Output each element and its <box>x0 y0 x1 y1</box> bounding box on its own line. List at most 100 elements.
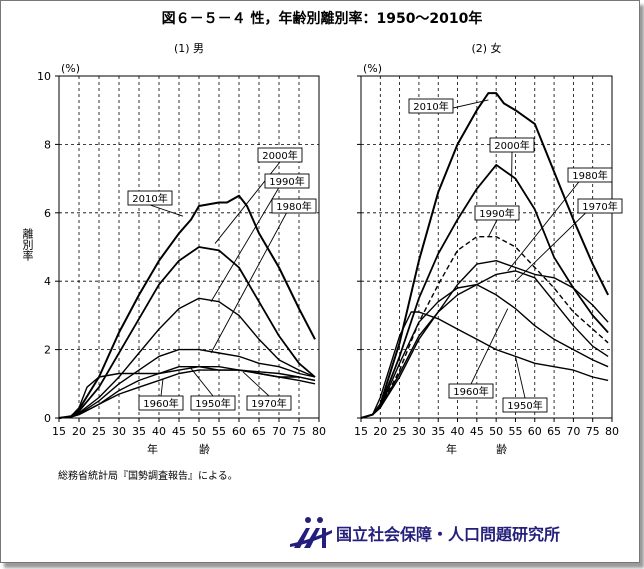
leader-line <box>242 371 270 397</box>
x-tick-label: 70 <box>566 425 580 438</box>
series-line-male-2010年 <box>58 194 316 419</box>
leader-line <box>190 368 214 397</box>
y-tick-label: 2 <box>44 344 51 357</box>
x-tick-label: 20 <box>373 425 387 438</box>
x-tick-label: 35 <box>431 425 445 438</box>
leader-line <box>488 219 498 237</box>
plot-frame <box>58 75 320 419</box>
series-line-male-2000年 <box>58 246 316 419</box>
x-axis-label-female-1: 年 <box>446 442 457 456</box>
x-axis-label-female-2: 齢 <box>496 442 507 456</box>
series-label-female-1950年: 1950年 <box>507 399 542 412</box>
plot-frame <box>360 75 613 419</box>
series-label-box <box>127 190 173 206</box>
leader-line <box>210 198 295 354</box>
organization-name: 国立社会保障・人口問題研究所 <box>336 525 561 544</box>
leader-line <box>210 173 288 302</box>
x-tick-label: 30 <box>112 425 126 438</box>
x-tick-label: 15 <box>354 425 368 438</box>
x-tick-label: 75 <box>586 425 600 438</box>
x-axis-label-male-1: 年 <box>147 442 158 456</box>
x-axis-label-male-2: 齢 <box>199 442 210 456</box>
series-label-male-1950年: 1950年 <box>195 397 230 410</box>
series-label-female-1980年: 1980年 <box>572 169 607 182</box>
x-tick-label: 80 <box>312 425 326 438</box>
series-label-male-1970年: 1970年 <box>251 397 286 410</box>
source-note: 総務省統計局『国勢調査報告』による。 <box>58 471 238 482</box>
panel-label-male: (1) 男 <box>174 42 204 55</box>
y-tick-label: 6 <box>44 207 51 220</box>
x-tick-label: 70 <box>272 425 286 438</box>
y-tick-label: 10 <box>37 70 51 83</box>
series-label-female-1990年: 1990年 <box>479 207 514 220</box>
series-label-box <box>257 147 303 163</box>
x-tick-label: 55 <box>212 425 226 438</box>
series-line-female-2000年 <box>360 163 609 419</box>
x-tick-label: 65 <box>547 425 561 438</box>
series-label-male-2000年: 2000年 <box>262 149 297 162</box>
series-label-box <box>408 98 454 114</box>
y-tick-label: 4 <box>44 275 51 288</box>
series-label-box <box>448 383 494 399</box>
series-label-box <box>264 173 310 189</box>
x-tick-label: 45 <box>470 425 484 438</box>
x-tick-label: 65 <box>252 425 266 438</box>
series-label-male-1980年: 1980年 <box>276 200 311 213</box>
series-line-male-1980年 <box>58 348 316 419</box>
leader-line <box>160 378 164 397</box>
x-tick-label: 60 <box>232 425 246 438</box>
series-line-female-2010年 <box>360 92 609 419</box>
series-line-male-1950年 <box>58 366 316 419</box>
x-tick-label: 25 <box>92 425 106 438</box>
series-label-box <box>502 397 548 413</box>
series-label-box <box>489 137 535 153</box>
panel-label-female: (2) 女 <box>471 41 501 55</box>
series-line-male-1960年 <box>58 369 316 419</box>
series-label-box <box>246 395 292 411</box>
series-label-female-1960年: 1960年 <box>453 385 488 398</box>
leader-line <box>515 356 526 399</box>
series-label-female-1970年: 1970年 <box>582 200 617 213</box>
panel-male: (1) 男 (%) 年 齢 15 20 25 30 35 40 45 50 55 60 65 70 75… <box>37 42 326 456</box>
ipss-logo-icon <box>290 517 332 548</box>
y-tick-label: 0 <box>44 412 51 425</box>
y-unit-label-female: (%) <box>363 62 382 75</box>
x-tick-label: 40 <box>152 425 166 438</box>
series-label-male-1990年: 1990年 <box>269 175 304 188</box>
series-label-box <box>474 205 520 221</box>
x-tick-label: 25 <box>393 425 407 438</box>
series-label-male-2010年: 2010年 <box>132 192 167 205</box>
series-label-female-2010年: 2010年 <box>413 100 448 113</box>
chart-title: 図６－５－４ 性，年齢別離別率：1950～2010年 <box>161 11 483 27</box>
x-tick-label: 80 <box>605 425 619 438</box>
series-line-female-1950年 <box>360 311 609 419</box>
x-tick-label: 60 <box>528 425 542 438</box>
series-line-female-1960年 <box>360 283 609 419</box>
series-line-male-1990年 <box>58 297 316 419</box>
y-tick-label: 8 <box>44 138 51 151</box>
series-label-male-1960年: 1960年 <box>143 397 178 410</box>
x-tick-label: 55 <box>508 425 522 438</box>
x-tick-label: 40 <box>451 425 465 438</box>
series-label-box <box>577 198 623 214</box>
x-tick-label: 50 <box>192 425 206 438</box>
panel-female: (2) 女 (%) 年 齢 15 20 25 30 35 40 45 50 55 60 65 70 75… <box>354 41 623 456</box>
series-label-box <box>190 395 236 411</box>
y-unit-label-male: (%) <box>61 62 80 75</box>
y-axis-label: 離別率 <box>21 228 34 261</box>
x-tick-label: 50 <box>489 425 503 438</box>
leader-line <box>470 308 509 385</box>
series-label-female-2000年: 2000年 <box>494 139 529 152</box>
leader-line <box>149 204 184 217</box>
x-tick-label: 15 <box>52 425 66 438</box>
series-label-box <box>138 395 184 411</box>
series-label-box <box>567 167 613 183</box>
x-tick-label: 75 <box>292 425 306 438</box>
x-tick-label: 35 <box>132 425 146 438</box>
x-tick-label: 45 <box>172 425 186 438</box>
series-label-box <box>271 198 317 214</box>
x-tick-label: 20 <box>72 425 86 438</box>
leader-line <box>507 167 591 272</box>
